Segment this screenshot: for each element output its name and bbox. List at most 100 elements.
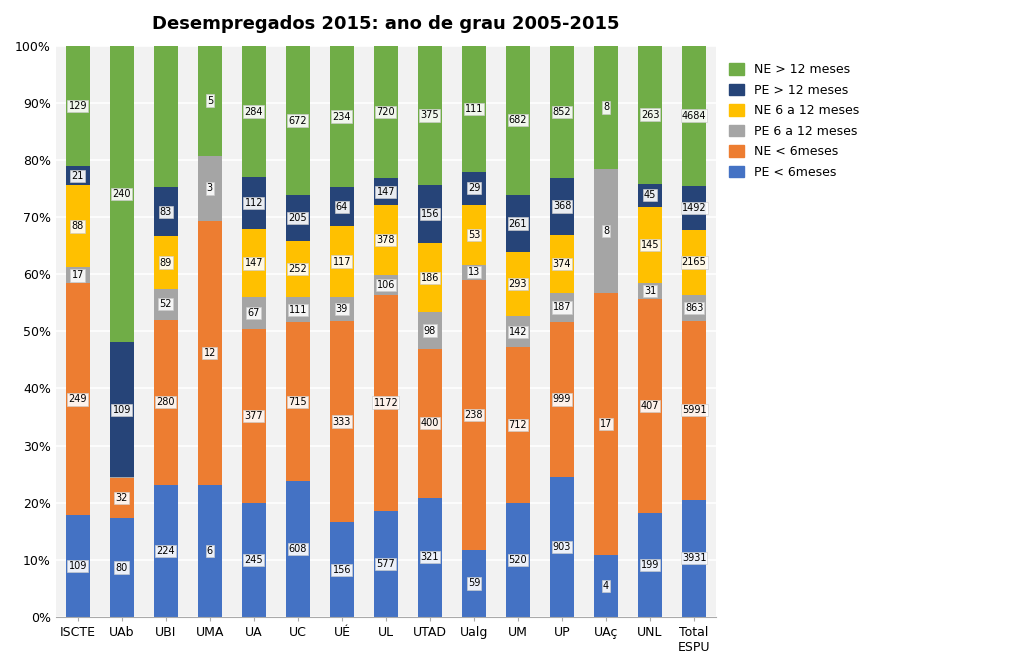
Text: 903: 903 (553, 542, 571, 552)
Text: 407: 407 (641, 401, 659, 411)
Text: 112: 112 (245, 198, 263, 208)
Bar (594, 45, 618, 169)
Bar (418, 185, 442, 243)
Text: 6: 6 (207, 546, 213, 556)
Text: 64: 64 (336, 202, 348, 212)
Text: 45: 45 (644, 190, 656, 200)
Text: 147: 147 (377, 187, 395, 197)
Bar (638, 45, 663, 183)
Bar (418, 498, 442, 617)
Bar (286, 482, 310, 617)
Bar (242, 45, 266, 177)
Text: 261: 261 (509, 219, 527, 229)
Bar (242, 328, 266, 503)
Text: 284: 284 (245, 106, 263, 116)
Bar (594, 555, 618, 617)
Bar (198, 155, 222, 221)
Legend: NE > 12 meses, PE > 12 meses, NE 6 a 12 meses, PE 6 a 12 meses, NE < 6meses, PE : NE > 12 meses, PE > 12 meses, NE 6 a 12 … (729, 64, 859, 179)
Bar (66, 268, 90, 284)
Bar (110, 343, 134, 477)
Bar (374, 205, 398, 275)
Text: 21: 21 (72, 171, 84, 181)
Text: 368: 368 (553, 201, 571, 211)
Bar (330, 187, 354, 226)
Text: 249: 249 (69, 394, 87, 404)
Text: 378: 378 (377, 235, 395, 246)
Text: 187: 187 (553, 302, 571, 312)
Bar (154, 485, 178, 617)
Bar (462, 280, 486, 550)
Bar (66, 45, 90, 166)
Bar (242, 503, 266, 617)
Text: 145: 145 (641, 240, 659, 250)
Text: 4: 4 (603, 581, 609, 591)
Text: 205: 205 (289, 213, 307, 223)
Text: 224: 224 (157, 546, 175, 556)
Bar (330, 297, 354, 320)
Bar (374, 294, 398, 510)
Text: 111: 111 (289, 304, 307, 314)
Bar (374, 179, 398, 205)
Text: 234: 234 (333, 112, 351, 122)
Bar (242, 298, 266, 328)
Bar (374, 275, 398, 294)
Bar (66, 185, 90, 268)
Bar (462, 550, 486, 617)
Text: 29: 29 (468, 183, 480, 193)
Bar (550, 293, 574, 322)
Bar (418, 243, 442, 312)
Text: 39: 39 (336, 304, 348, 314)
Text: 400: 400 (421, 418, 439, 428)
Text: 263: 263 (641, 110, 659, 120)
Bar (638, 299, 663, 512)
Text: 2165: 2165 (682, 258, 707, 268)
Text: 98: 98 (424, 326, 436, 336)
Text: 156: 156 (421, 209, 439, 219)
Bar (154, 45, 178, 187)
Text: 12: 12 (204, 349, 216, 359)
Text: 3: 3 (207, 183, 213, 193)
Bar (418, 312, 442, 349)
Text: 32: 32 (116, 493, 128, 503)
Text: 147: 147 (245, 258, 263, 268)
Bar (550, 45, 574, 178)
Text: 129: 129 (69, 101, 87, 111)
Text: 3931: 3931 (682, 553, 707, 563)
Text: 88: 88 (72, 221, 84, 231)
Bar (242, 229, 266, 298)
Text: 17: 17 (600, 419, 612, 429)
Text: 863: 863 (685, 302, 703, 312)
Text: 520: 520 (509, 555, 527, 565)
Text: 682: 682 (509, 115, 527, 125)
Text: 142: 142 (509, 326, 527, 337)
Text: 199: 199 (641, 560, 659, 570)
Bar (594, 293, 618, 555)
Text: 8: 8 (603, 102, 609, 112)
Text: 280: 280 (157, 397, 175, 407)
Text: 1492: 1492 (682, 203, 707, 213)
Bar (154, 236, 178, 289)
Text: 52: 52 (160, 299, 172, 309)
Bar (66, 166, 90, 185)
Text: 80: 80 (116, 563, 128, 573)
Bar (286, 322, 310, 482)
Text: 720: 720 (377, 107, 395, 117)
Bar (330, 320, 354, 522)
Bar (506, 252, 530, 316)
Bar (418, 45, 442, 185)
Bar (462, 45, 486, 172)
Text: 321: 321 (421, 553, 439, 562)
Text: 852: 852 (553, 107, 571, 117)
Bar (506, 503, 530, 617)
Text: 31: 31 (644, 286, 656, 296)
Bar (286, 297, 310, 322)
Bar (638, 283, 663, 299)
Text: 608: 608 (289, 544, 307, 554)
Bar (66, 515, 90, 617)
Bar (286, 241, 310, 297)
Text: 53: 53 (468, 229, 480, 240)
Bar (682, 45, 707, 185)
Text: 17: 17 (72, 270, 84, 280)
Bar (242, 177, 266, 229)
Bar (506, 347, 530, 503)
